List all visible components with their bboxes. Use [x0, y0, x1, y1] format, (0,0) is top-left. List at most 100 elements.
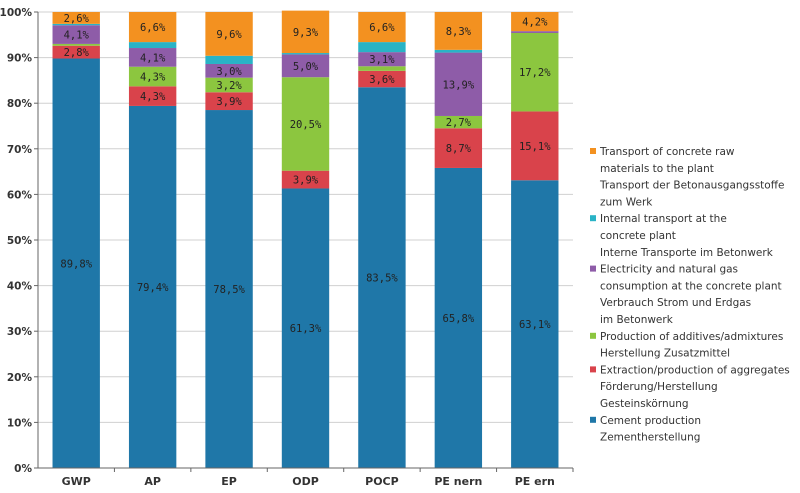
bar-segment — [434, 128, 483, 168]
legend-label: zum Werk — [600, 196, 653, 208]
bar-segment — [358, 70, 406, 88]
x-tick-label: PE nern — [434, 475, 482, 488]
data-label: 79,4% — [137, 282, 169, 294]
y-tick-label: 20% — [7, 372, 33, 384]
y-tick-label: 40% — [7, 281, 33, 293]
data-label: 63,1% — [519, 319, 551, 331]
legend-swatch — [590, 416, 596, 423]
data-label: 2,7% — [446, 117, 472, 129]
data-label: 20,5% — [290, 119, 322, 131]
data-label: 4,3% — [140, 72, 166, 84]
y-tick-label: 80% — [7, 98, 33, 110]
bar-segment — [205, 110, 253, 468]
legend-label: im Betonwerk — [600, 314, 674, 326]
legend-label: Gesteinskörnung — [600, 398, 689, 410]
data-label: 4,2% — [522, 17, 548, 29]
bar-segment — [128, 66, 177, 87]
y-tick-label: 70% — [7, 144, 33, 156]
bar-segment — [205, 55, 253, 64]
data-label: 83,5% — [366, 273, 398, 285]
bar-segment — [511, 31, 559, 33]
data-label: 9,6% — [216, 29, 242, 41]
data-label: 4,1% — [64, 30, 90, 42]
data-label: 3,9% — [293, 175, 319, 187]
y-tick-label: 100% — [0, 7, 32, 19]
y-tick-label: 90% — [7, 53, 33, 65]
data-label: 5,0% — [293, 61, 319, 73]
y-tick-label: 10% — [7, 417, 33, 429]
legend-label: Extraction/production of aggregates — [600, 364, 790, 376]
bar-segment — [281, 170, 330, 189]
bar-segment — [358, 12, 406, 43]
bar-segment — [281, 53, 330, 55]
x-tick-label: AP — [144, 475, 161, 488]
legend-label: Internal transport at the — [600, 213, 727, 225]
data-label: 78,5% — [213, 284, 245, 296]
legend-label: Interne Transporte im Betonwerk — [600, 247, 774, 259]
data-label: 89,8% — [60, 258, 92, 270]
y-tick-label: 50% — [7, 235, 33, 247]
bar-segment — [358, 87, 406, 469]
bar-segment — [511, 32, 559, 112]
data-label: 3,2% — [216, 80, 242, 92]
bar-segment — [52, 43, 100, 46]
legend-label: Verbrauch Strom und Erdgas — [600, 297, 751, 309]
legend-swatch — [590, 265, 596, 272]
bar-segment — [52, 25, 100, 44]
bar-segment — [281, 10, 330, 54]
y-tick-label: 30% — [7, 326, 33, 338]
legend-label: Transport of concrete raw — [599, 146, 735, 158]
legend-swatch — [590, 148, 596, 154]
data-label: 3,1% — [369, 54, 395, 66]
x-tick-label: EP — [221, 475, 237, 488]
x-tick-label: PE ern — [515, 475, 555, 488]
legend-label: materials to the plant — [600, 163, 714, 175]
data-label: 15,1% — [519, 141, 551, 153]
data-label: 6,6% — [369, 22, 395, 34]
data-label: 4,3% — [140, 91, 166, 103]
data-label: 8,7% — [446, 143, 472, 155]
legend-label: Förderung/Herstellung — [600, 381, 718, 393]
legend-label: Production of additives/admixtures — [600, 331, 783, 343]
bar-segment — [205, 63, 253, 78]
bar-segment — [511, 111, 559, 181]
bar-segment — [281, 77, 330, 171]
legend-label: Transport der Betonausgangsstoffe — [599, 180, 784, 192]
legend-label: consumption at the concrete plant — [600, 280, 782, 292]
bar-segment — [281, 188, 330, 469]
bar-segment — [205, 92, 253, 111]
data-label: 17,2% — [519, 67, 551, 79]
data-label: 61,3% — [290, 323, 322, 335]
data-label: 65,8% — [443, 313, 475, 325]
x-tick-label: GWP — [62, 475, 91, 488]
data-label: 2,8% — [64, 47, 90, 59]
legend-swatch — [590, 366, 596, 373]
bar-segment — [52, 58, 100, 469]
y-tick-label: 0% — [14, 463, 32, 475]
bar-segment — [434, 49, 483, 53]
legend-label: Electricity and natural gas — [600, 264, 738, 276]
bar-segment — [205, 12, 253, 56]
legend-label: concrete plant — [600, 230, 676, 242]
legend-label: Herstellung Zusatzmittel — [600, 348, 730, 360]
bars-layer: 89,8% 2,8% 4,1% 2,6% 79,4% 4,3% 4,3% 4,1% 6,6% 78… — [52, 10, 559, 469]
legend-swatch — [590, 215, 596, 222]
bar-segment — [358, 52, 406, 67]
bar-segment — [128, 105, 177, 468]
data-label: 13,9% — [443, 79, 475, 91]
data-label: 8,3% — [446, 26, 472, 38]
data-label: 3,9% — [216, 96, 242, 108]
bar-segment — [511, 180, 559, 468]
x-tick-label: ODP — [292, 475, 319, 488]
bar-segment — [52, 12, 100, 24]
bar-segment — [128, 48, 177, 67]
legend: Transport of concrete raw materials to th… — [590, 146, 790, 444]
bar-segment — [52, 23, 100, 26]
bar-segment — [511, 12, 559, 32]
data-label: 4,1% — [140, 52, 166, 64]
bar-segment — [434, 167, 483, 468]
bar-segment — [358, 42, 406, 53]
bar-segment — [358, 66, 406, 71]
data-label: 9,3% — [293, 27, 319, 39]
bar-segment — [128, 86, 177, 106]
